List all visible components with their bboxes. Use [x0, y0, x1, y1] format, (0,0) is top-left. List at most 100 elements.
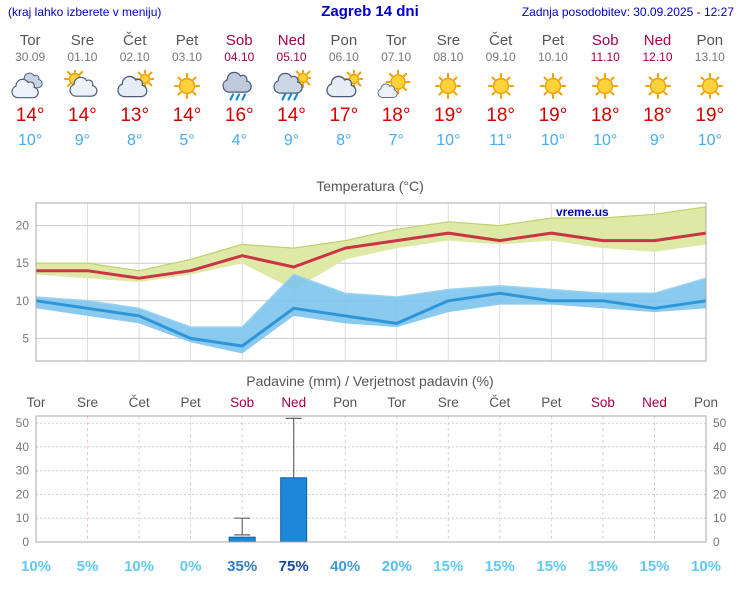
precip-ytick-right: 50: [713, 416, 727, 430]
rain-icon: [220, 70, 258, 102]
day-high-temp: 14°: [277, 105, 306, 126]
day-high-temp: 19°: [538, 105, 568, 126]
pop-label: 15%: [639, 558, 669, 575]
day-low-temp: 10°: [540, 132, 566, 149]
day-date: 11.10: [590, 50, 620, 64]
day-date: 03.10: [171, 50, 202, 64]
partly-sunny-icon: [377, 69, 415, 102]
day-date: 04.10: [224, 50, 255, 64]
precip-day-label: Pet: [541, 395, 562, 410]
precip-day-label: Pon: [694, 395, 718, 410]
precip-day-label: Sre: [77, 395, 98, 410]
sunny-icon: [691, 70, 729, 102]
pop-label: 20%: [382, 558, 412, 575]
precip-day-label: Sob: [230, 395, 254, 410]
precip-bar: [228, 536, 256, 543]
day-name: Tor: [385, 32, 407, 49]
partly-cloudy-icon: [63, 68, 101, 102]
pop-label: 10%: [124, 558, 154, 575]
precip-day-label: Ned: [281, 395, 306, 410]
day-high-temp: 18°: [381, 105, 411, 126]
day-date: 01.10: [67, 50, 98, 64]
pop-label: 75%: [279, 558, 309, 575]
precip-ytick-right: 10: [713, 511, 727, 525]
sunny-icon: [639, 70, 677, 102]
pop-label: 10%: [691, 558, 721, 575]
day-date: 07.10: [381, 50, 412, 64]
precip-ytick-left: 40: [16, 440, 30, 454]
day-low-temp: 4°: [231, 132, 247, 149]
forecast-day-ned-12-10: Ned 12.10 18° 9°: [631, 28, 683, 150]
day-date: 13.10: [694, 50, 725, 64]
sunny-icon: [534, 70, 572, 102]
day-name: Sob: [591, 32, 619, 49]
forecast-day-čet-02-10: Čet 02.10 13° 8°: [109, 28, 161, 150]
day-high-temp: 18°: [486, 105, 516, 126]
forecast-day-tor-07-10: Tor 07.10 18° 7°: [370, 28, 422, 150]
pop-label: 15%: [536, 558, 566, 575]
temp-ytick-label: 10: [16, 294, 30, 308]
day-date: 09.10: [485, 50, 516, 64]
day-low-temp: 8°: [127, 132, 143, 149]
day-name: Pon: [330, 32, 358, 49]
precip-ytick-right: 30: [713, 464, 727, 478]
day-high-temp: 17°: [329, 105, 359, 126]
last-update-text: Zadnja posodobitev: 30.09.2025 - 12:27: [521, 5, 734, 19]
forecast-day-čet-09-10: Čet 09.10 18° 11°: [475, 28, 527, 150]
forecast-day-pon-13-10: Pon 13.10 19° 10°: [684, 28, 736, 150]
day-name: Ned: [277, 32, 306, 49]
forecast-days-row: Tor 30.09 14° 10° Sre 01.10 14° 9° Čet 02.10 13° 8°…: [0, 26, 740, 150]
precip-day-label: Pon: [333, 395, 357, 410]
day-name: Sre: [436, 32, 461, 49]
day-name: Pon: [696, 32, 724, 49]
day-name: Sob: [225, 32, 253, 49]
day-name: Pet: [175, 32, 199, 49]
temperature-chart-title: Temperatura (°C): [316, 178, 424, 194]
day-date: 12.10: [642, 50, 673, 64]
precip-ytick-left: 0: [22, 535, 29, 549]
day-high-temp: 18°: [590, 105, 620, 126]
forecast-day-sob-04-10: Sob 04.10 16° 4°: [213, 28, 265, 150]
day-name: Čet: [123, 32, 147, 49]
mostly-cloudy-icon: [325, 69, 364, 102]
menu-note: (kraj lahko izberete v meniju): [8, 5, 162, 19]
day-low-temp: 9°: [649, 132, 666, 149]
forecast-day-tor-30-09: Tor 30.09 14° 10°: [4, 28, 56, 150]
day-low-temp: 7°: [388, 132, 404, 149]
pop-label: 5%: [77, 558, 99, 575]
pop-label: 15%: [485, 558, 515, 575]
day-name: Ned: [643, 32, 672, 49]
precip-day-label: Sob: [591, 395, 615, 410]
rain-sun-icon: [272, 68, 313, 102]
temperature-chart: 5 10 15 20 vreme.us: [16, 202, 707, 362]
precip-day-label: Čet: [489, 395, 510, 410]
precip-ytick-right: 20: [713, 488, 727, 502]
day-high-temp: 18°: [643, 105, 672, 126]
day-high-temp: 14°: [68, 105, 97, 126]
forecast-day-ned-05-10: Ned 05.10 14° 9°: [265, 28, 317, 150]
sunny-icon: [168, 70, 206, 102]
precip-day-label: Tor: [27, 395, 46, 410]
page-title: Zagreb 14 dni: [321, 3, 419, 20]
forecast-day-sre-01-10: Sre 01.10 14° 9°: [56, 28, 108, 150]
sunny-icon: [586, 70, 624, 102]
precip-ytick-left: 20: [16, 488, 30, 502]
day-name: Tor: [19, 32, 41, 49]
day-low-temp: 10°: [593, 132, 618, 149]
temp-ytick-label: 20: [16, 219, 30, 233]
day-name: Čet: [489, 32, 513, 49]
day-low-temp: 10°: [436, 132, 461, 149]
cloudy-icon: [11, 70, 49, 102]
day-date: 05.10: [276, 50, 307, 64]
watermark-vreme-us: vreme.us: [556, 205, 609, 219]
precip-ytick-left: 50: [16, 416, 30, 430]
day-name: Sre: [70, 32, 95, 49]
day-low-temp: 5°: [179, 132, 195, 149]
precip-day-label: Ned: [642, 395, 667, 410]
day-low-temp: 9°: [74, 132, 91, 149]
precip-day-label: Pet: [180, 395, 201, 410]
forecast-day-pet-10-10: Pet 10.10 19° 10°: [527, 28, 579, 150]
precip-day-label: Čet: [129, 395, 150, 410]
day-high-temp: 13°: [120, 105, 150, 126]
